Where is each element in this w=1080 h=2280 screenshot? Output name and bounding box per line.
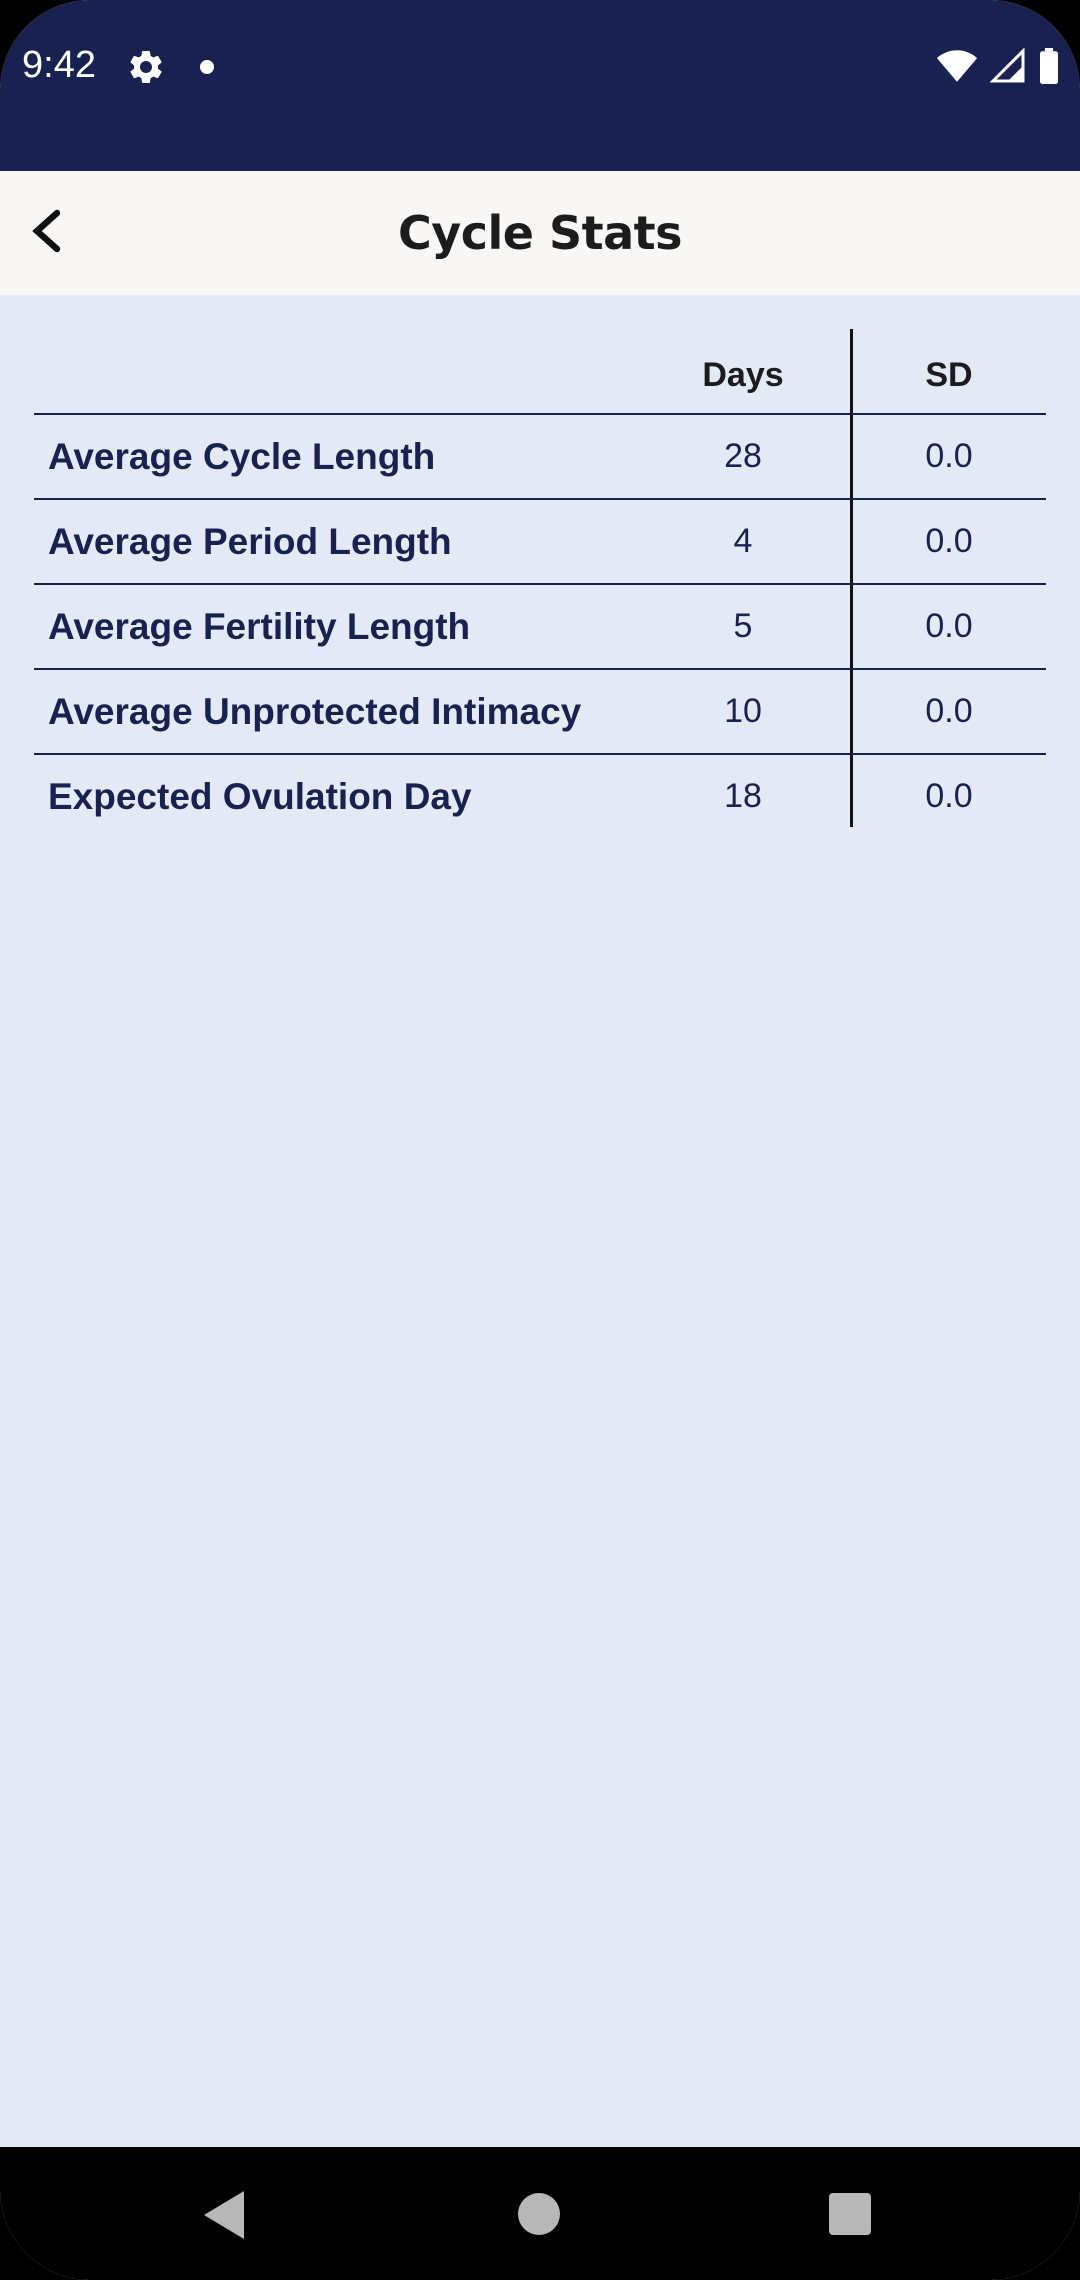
nav-recents-icon[interactable] xyxy=(829,2193,871,2235)
row-label: Average Period Length xyxy=(48,520,452,562)
notification-dot-icon xyxy=(200,60,214,74)
status-bar: 9:42 xyxy=(0,0,1080,171)
row-label: Average Fertility Length xyxy=(48,605,471,647)
battery-icon xyxy=(1038,47,1060,89)
page-title: Cycle Stats xyxy=(397,206,683,260)
app-bar: Cycle Stats xyxy=(0,171,1080,295)
row-days-value: 4 xyxy=(733,522,753,560)
row-label: Expected Ovulation Day xyxy=(48,775,472,817)
content-area: Days SD Average Cycle Length 28 0.0 Aver… xyxy=(0,295,1080,2147)
row-sd-value: 0.0 xyxy=(925,607,973,645)
table-row: Average Period Length 4 0.0 xyxy=(34,498,1046,583)
system-nav-bar xyxy=(0,2147,1080,2280)
back-button[interactable] xyxy=(14,201,78,265)
status-icons xyxy=(936,46,1060,89)
row-days-value: 28 xyxy=(724,437,762,475)
row-days-value: 18 xyxy=(724,777,762,815)
stats-table: Days SD Average Cycle Length 28 0.0 Aver… xyxy=(34,329,1046,838)
row-days-value: 5 xyxy=(733,607,753,645)
signal-icon xyxy=(989,46,1026,89)
row-sd-value: 0.0 xyxy=(925,522,973,560)
status-time: 9:42 xyxy=(22,44,96,86)
table-row: Average Unprotected Intimacy 10 0.0 xyxy=(34,668,1046,753)
row-sd-value: 0.0 xyxy=(925,437,973,475)
table-row: Average Cycle Length 28 0.0 xyxy=(34,413,1046,498)
column-header-days: Days xyxy=(702,355,784,394)
row-sd-value: 0.0 xyxy=(925,692,973,730)
column-header-sd: SD xyxy=(925,355,973,394)
wifi-icon xyxy=(936,48,978,89)
row-label: Average Unprotected Intimacy xyxy=(48,690,582,732)
chevron-left-icon xyxy=(29,209,63,258)
nav-home-icon[interactable] xyxy=(518,2193,560,2235)
row-label: Average Cycle Length xyxy=(48,435,436,477)
table-row: Average Fertility Length 5 0.0 xyxy=(34,583,1046,668)
table-row: Expected Ovulation Day 18 0.0 xyxy=(34,753,1046,838)
gear-icon xyxy=(126,47,166,87)
row-days-value: 10 xyxy=(724,692,762,730)
column-divider xyxy=(850,329,853,827)
nav-back-icon[interactable] xyxy=(204,2191,244,2239)
table-header-row: Days SD xyxy=(34,329,1046,413)
row-sd-value: 0.0 xyxy=(925,777,973,815)
